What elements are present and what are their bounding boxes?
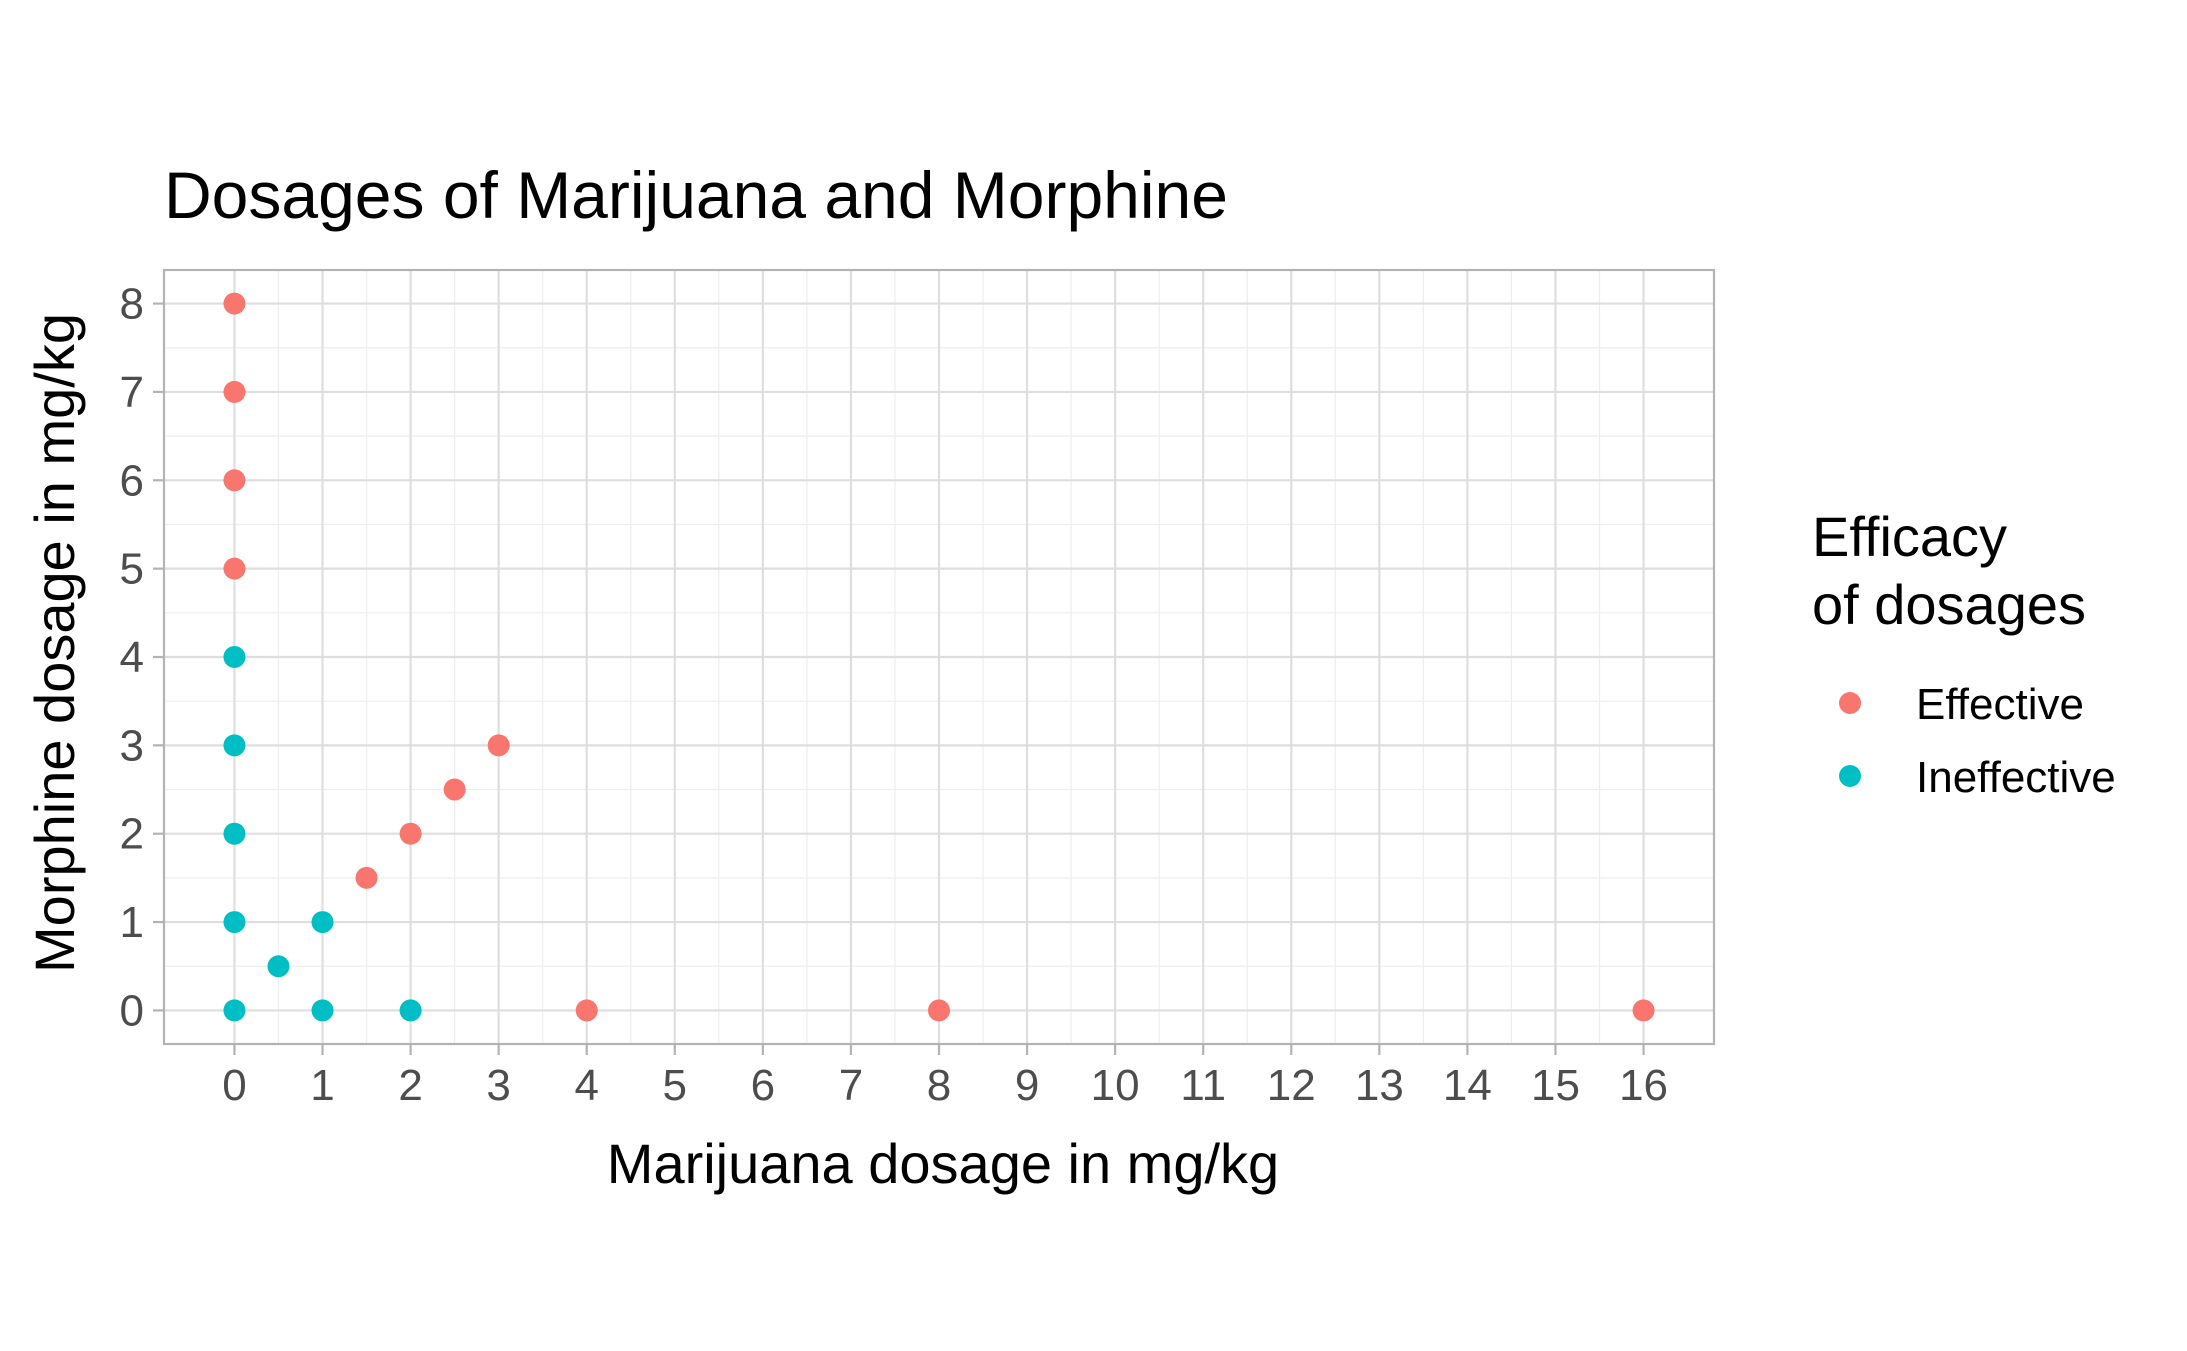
x-tick-label: 11: [1180, 1061, 1226, 1110]
x-tick-label: 5: [663, 1061, 687, 1110]
y-tick-label: 4: [120, 633, 144, 682]
x-tick-label: 0: [222, 1061, 246, 1110]
x-tick-label: 8: [927, 1061, 951, 1110]
x-tick-label: 9: [1015, 1061, 1039, 1110]
y-tick-label: 2: [120, 810, 144, 859]
point-ineffective: [311, 999, 334, 1022]
point-effective: [223, 557, 246, 580]
y-tick-label: 3: [120, 721, 144, 770]
legend-key-effective: [1839, 692, 1861, 714]
y-tick-label: 5: [120, 545, 144, 594]
point-effective: [399, 822, 422, 845]
y-tick-label: 1: [120, 898, 144, 947]
x-axis-title: Marijuana dosage in mg/kg: [607, 1132, 1279, 1195]
point-ineffective: [223, 999, 246, 1022]
point-ineffective: [223, 646, 246, 668]
point-effective: [223, 380, 246, 403]
y-axis-title: Morphine dosage in mg/kg: [23, 313, 86, 973]
x-tick-label: 15: [1531, 1061, 1580, 1110]
x-tick-label: 14: [1443, 1061, 1492, 1110]
x-axis-ticks: 0 1 2 3 4 5 6 7 8 9 10 11 12 13 14 15 16: [222, 1044, 1668, 1110]
data-points: [223, 292, 1655, 1022]
point-effective: [223, 292, 246, 315]
point-ineffective: [223, 734, 246, 757]
point-ineffective: [267, 955, 290, 978]
point-effective: [487, 734, 510, 757]
x-tick-label: 3: [486, 1061, 510, 1110]
legend-label-ineffective: Ineffective: [1916, 753, 2116, 802]
x-tick-label: 7: [839, 1061, 863, 1110]
point-ineffective: [223, 822, 246, 845]
y-tick-label: 0: [120, 986, 144, 1035]
point-effective: [355, 866, 378, 889]
major-gridlines: [164, 270, 1714, 1044]
x-tick-label: 12: [1267, 1061, 1316, 1110]
y-tick-label: 6: [120, 456, 144, 505]
y-tick-label: 8: [120, 280, 144, 329]
point-effective: [928, 999, 950, 1022]
x-tick-label: 6: [751, 1061, 775, 1110]
chart-title: Dosages of Marijuana and Morphine: [164, 158, 1228, 232]
legend-title-line-1: Efficacy: [1812, 505, 2007, 568]
point-ineffective: [223, 911, 246, 934]
point-ineffective: [311, 911, 334, 934]
legend-items: Effective Ineffective: [1839, 680, 2116, 802]
y-tick-label: 7: [120, 368, 144, 417]
x-tick-label: 10: [1091, 1061, 1140, 1110]
x-tick-label: 16: [1619, 1061, 1668, 1110]
point-ineffective: [399, 999, 422, 1022]
legend-key-ineffective: [1839, 765, 1861, 787]
y-axis-ticks: 0 1 2 3 4 5 6 7 8: [120, 280, 164, 1035]
legend: Efficacy of dosages Effective Ineffective: [1812, 505, 2116, 802]
point-effective: [575, 999, 598, 1022]
legend-label-effective: Effective: [1916, 680, 2084, 729]
x-tick-label: 2: [398, 1061, 422, 1110]
point-effective: [223, 469, 246, 492]
legend-title-line-2: of dosages: [1812, 573, 2086, 636]
point-effective: [443, 778, 466, 801]
x-tick-label: 4: [574, 1061, 598, 1110]
x-tick-label: 1: [310, 1061, 334, 1110]
x-tick-label: 13: [1355, 1061, 1404, 1110]
point-effective: [1632, 999, 1655, 1022]
